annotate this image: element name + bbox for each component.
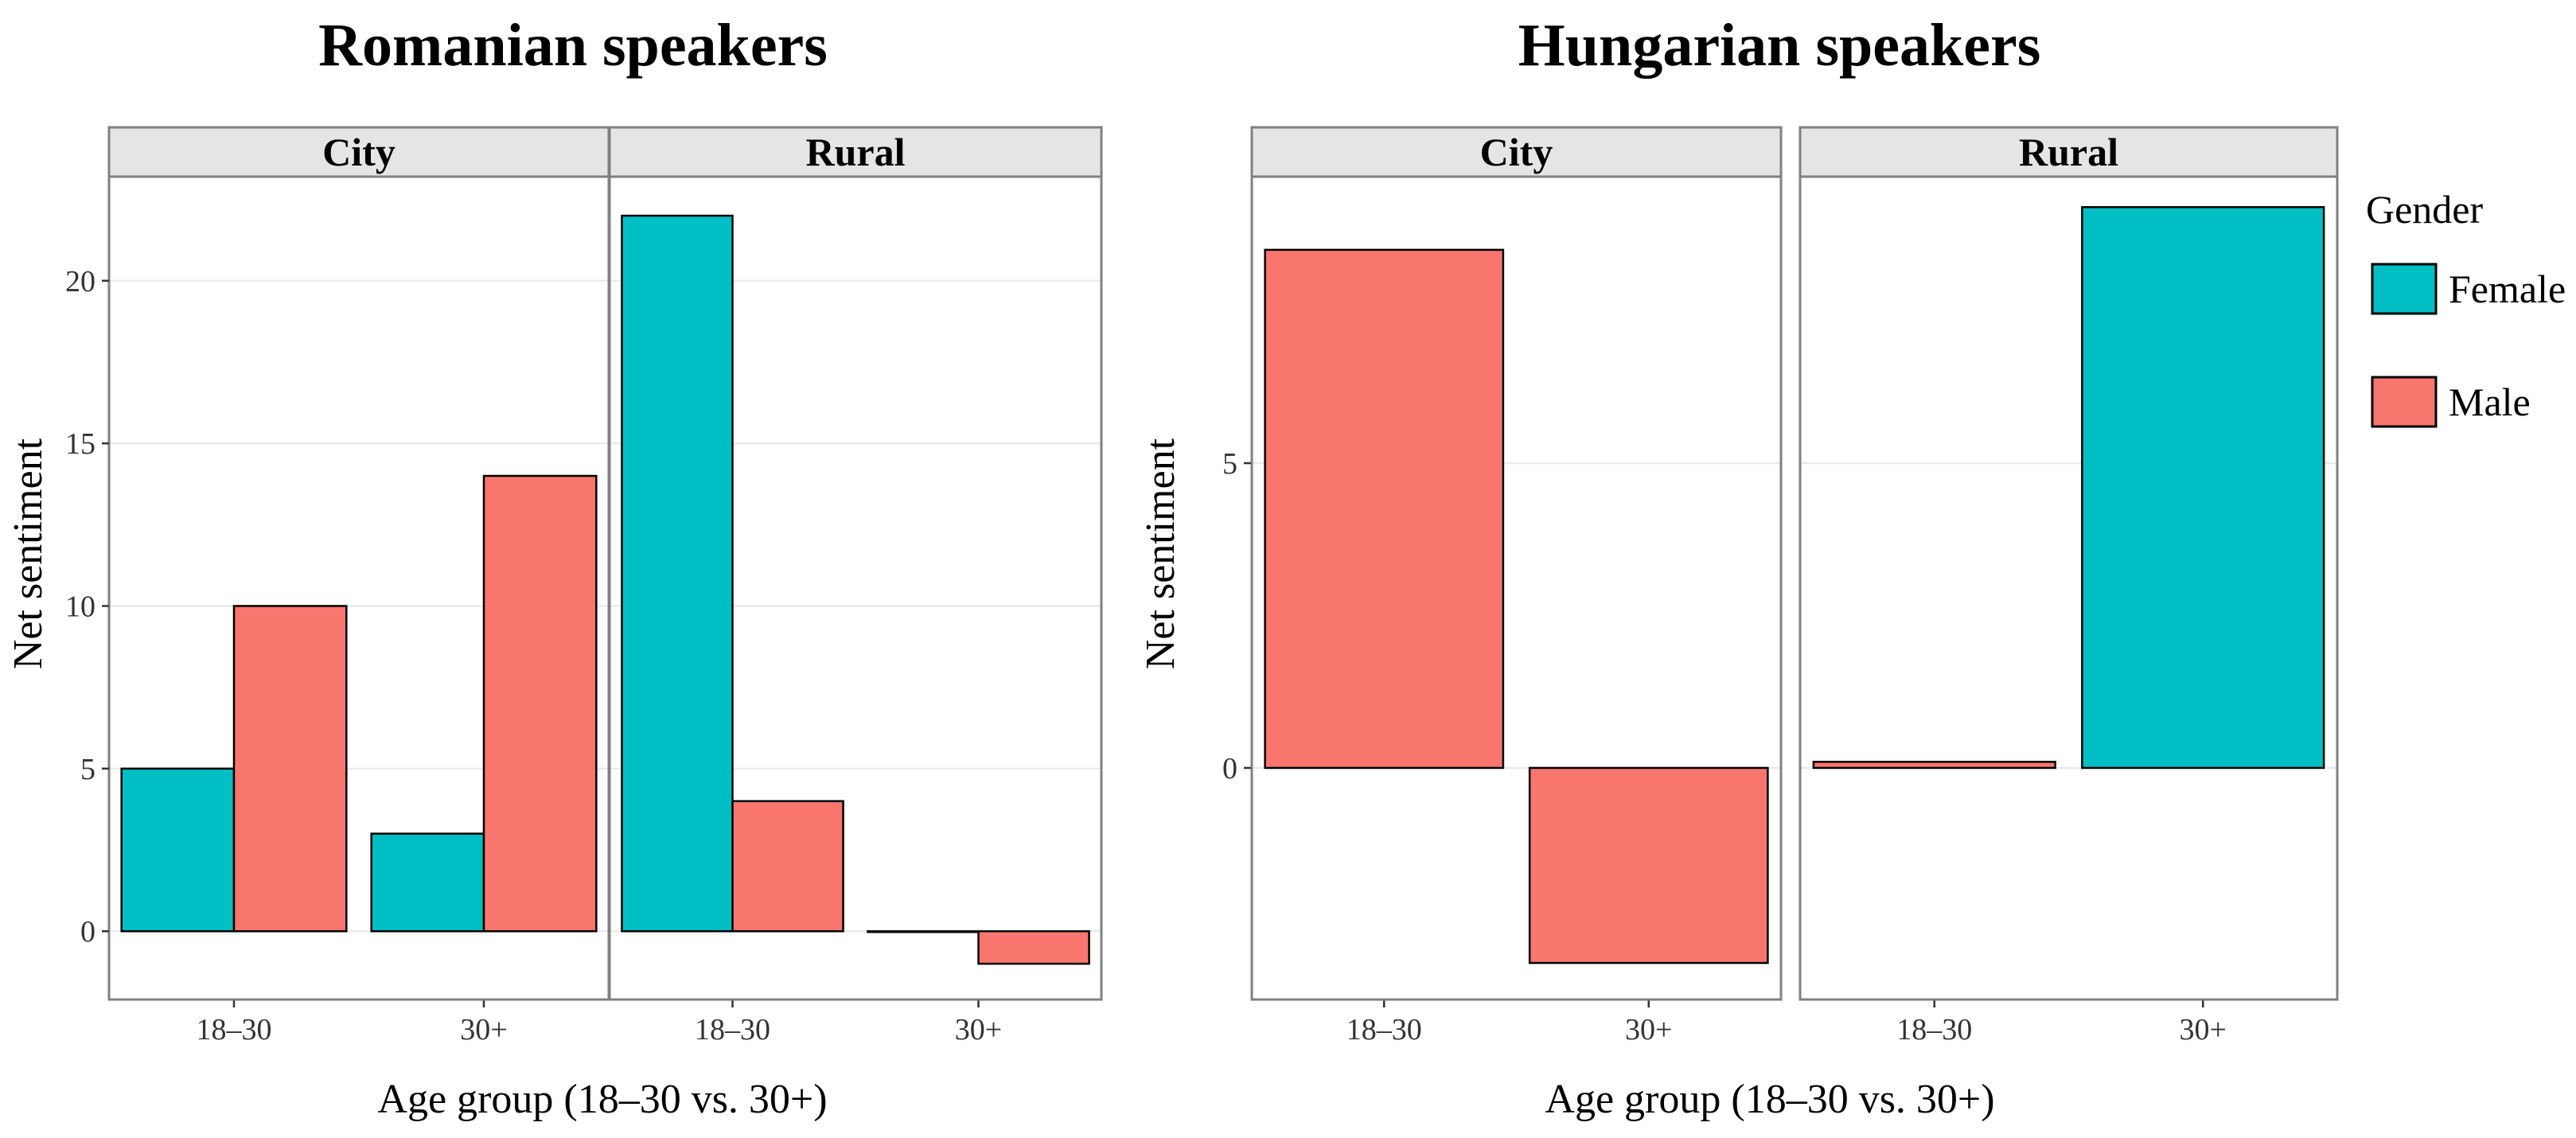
bar-male-city-30+ bbox=[482, 474, 598, 933]
y-axis-title: Net sentiment bbox=[1138, 438, 1183, 669]
bar-female-city-30+ bbox=[370, 832, 485, 933]
bar-female-rural-30+ bbox=[2081, 206, 2325, 770]
facet-panel-rural: Rural 18–30 30+ bbox=[608, 126, 1103, 1046]
facet-strip-label: Rural bbox=[806, 130, 906, 174]
y-tick-label: 0 bbox=[1222, 752, 1237, 785]
bar-female-rural-18–30 bbox=[621, 214, 734, 933]
bar-male-city-18–30 bbox=[232, 605, 348, 933]
x-tick-label: 30+ bbox=[2180, 1013, 2227, 1046]
x-axis-title: Age group (18–30 vs. 30+) bbox=[1545, 1077, 1994, 1122]
legend-title: Gender bbox=[2366, 187, 2483, 232]
x-axis-title: Age group (18–30 vs. 30+) bbox=[377, 1077, 827, 1122]
legend: Gender Female Male bbox=[2366, 187, 2566, 428]
x-tick-label: 30+ bbox=[1625, 1013, 1672, 1046]
y-tick-label: 0 bbox=[80, 915, 95, 949]
facet-panel-city: City 18–30 30+ bbox=[1250, 126, 1783, 1046]
y-tick-label: 5 bbox=[1222, 447, 1237, 481]
chart-panels: City 18–30 30+ Rural 18–30 30+ bbox=[107, 126, 1103, 1046]
legend-swatch bbox=[2371, 263, 2438, 315]
bar-female-city-18–30 bbox=[120, 767, 236, 933]
bar-male-city-18–30 bbox=[1264, 248, 1505, 770]
panel-border bbox=[608, 175, 1103, 1001]
x-tick-label: 18–30 bbox=[197, 1013, 272, 1046]
y-tick-label: 20 bbox=[65, 265, 95, 298]
chart-title: Hungarian speakers bbox=[1518, 12, 2041, 79]
facet-strip bbox=[1250, 126, 1783, 178]
panel-border bbox=[1250, 175, 1783, 1001]
x-tick-label: 18–30 bbox=[1896, 1013, 1972, 1046]
legend-entry-female: Female bbox=[2371, 263, 2566, 315]
y-tick-label: 5 bbox=[80, 753, 95, 786]
facet-strip-label: City bbox=[322, 130, 396, 174]
x-tick-label: 30+ bbox=[460, 1013, 507, 1046]
chart-title: Romanian speakers bbox=[318, 12, 828, 79]
facet-strip bbox=[1799, 126, 2339, 178]
chart-romanian: Romanian speakers City 18–30 30+ Rural 18–30… bbox=[6, 12, 1103, 1122]
bar-female-rural-30+ bbox=[867, 929, 980, 933]
legend-swatch bbox=[2371, 376, 2438, 428]
y-axis-ticks: 0 5 10 15 20 bbox=[65, 265, 109, 949]
facet-strip bbox=[107, 126, 610, 178]
facet-strip-label: City bbox=[1480, 130, 1553, 174]
y-axis-title: Net sentiment bbox=[6, 438, 51, 669]
y-tick-label: 10 bbox=[65, 590, 95, 623]
legend-label: Male bbox=[2449, 380, 2531, 424]
bar-male-city-30+ bbox=[1528, 766, 1769, 965]
panel-border bbox=[1799, 175, 2339, 1001]
chart-panels: City 18–30 30+ Rural 18–30 30+ bbox=[1250, 126, 2339, 1046]
bar-male-rural-18–30 bbox=[731, 800, 844, 933]
legend-entries: Female Male bbox=[2371, 263, 2566, 428]
facet-panel-rural: Rural 18–30 30+ bbox=[1799, 126, 2339, 1046]
bar-male-rural-18–30 bbox=[1812, 761, 2056, 770]
legend-entry-male: Male bbox=[2371, 376, 2531, 428]
y-axis-ticks: 05 bbox=[1222, 447, 1251, 785]
legend-label: Female bbox=[2449, 267, 2566, 311]
x-tick-label: 18–30 bbox=[695, 1013, 770, 1046]
facet-panel-city: City 18–30 30+ bbox=[107, 126, 610, 1046]
chart-hungarian: Hungarian speakers City 18–30 30+ Rural 18–3… bbox=[1138, 12, 2339, 1122]
x-tick-label: 18–30 bbox=[1346, 1013, 1422, 1046]
facet-strip bbox=[608, 126, 1103, 178]
facet-strip-label: Rural bbox=[2019, 130, 2118, 174]
x-tick-label: 30+ bbox=[955, 1013, 1002, 1046]
y-tick-label: 15 bbox=[65, 427, 95, 461]
bar-male-rural-30+ bbox=[977, 929, 1090, 965]
